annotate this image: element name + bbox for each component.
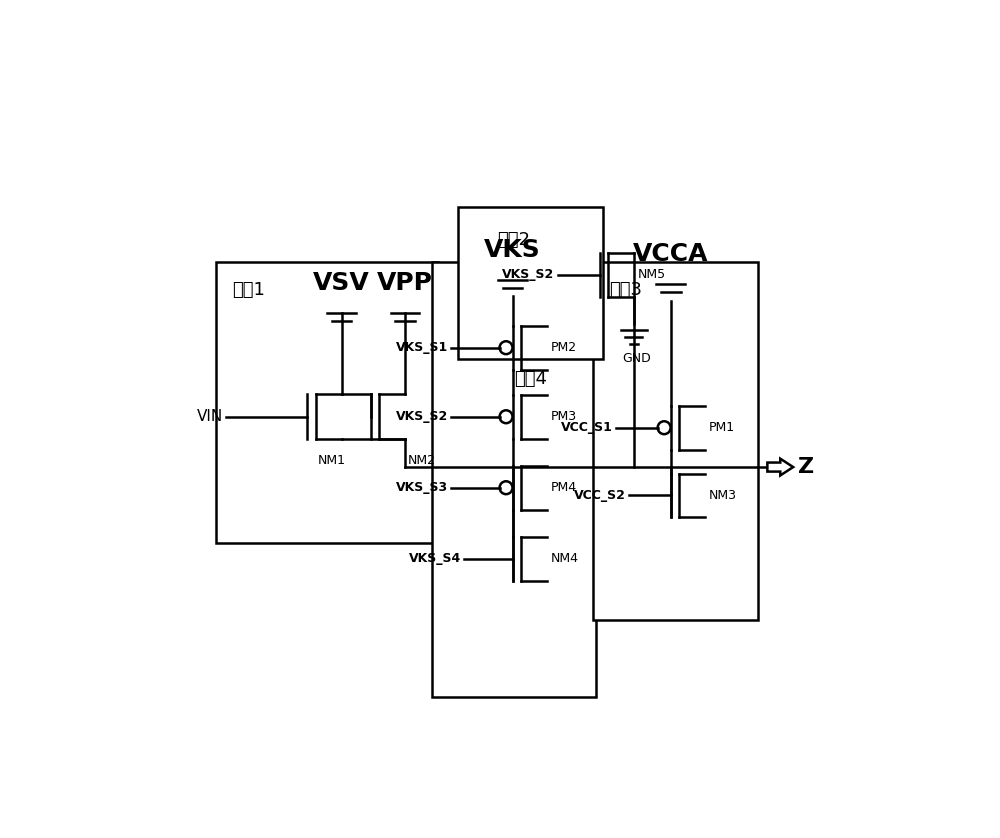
Text: VIN: VIN bbox=[197, 409, 223, 424]
Text: NM4: NM4 bbox=[551, 552, 579, 565]
Text: VKS_S2: VKS_S2 bbox=[396, 411, 448, 423]
Text: PM4: PM4 bbox=[551, 481, 577, 494]
Text: 通路2: 通路2 bbox=[498, 231, 531, 249]
Text: NM3: NM3 bbox=[709, 489, 737, 502]
Bar bbox=[593, 262, 758, 620]
Text: VKS_S3: VKS_S3 bbox=[396, 481, 448, 494]
Text: VCCA: VCCA bbox=[633, 242, 708, 266]
Text: 通路4: 通路4 bbox=[514, 370, 547, 388]
Text: 通路3: 通路3 bbox=[609, 282, 642, 299]
Text: GND: GND bbox=[622, 352, 651, 365]
Text: VKS_S4: VKS_S4 bbox=[409, 552, 461, 565]
Bar bbox=[458, 207, 603, 359]
Text: VKS_S1: VKS_S1 bbox=[396, 341, 448, 354]
Text: PM1: PM1 bbox=[709, 422, 735, 434]
Text: PM3: PM3 bbox=[551, 411, 577, 423]
Text: NM5: NM5 bbox=[638, 268, 666, 282]
Bar bbox=[216, 262, 438, 542]
Text: VCC_S2: VCC_S2 bbox=[574, 489, 625, 502]
Text: VSV: VSV bbox=[313, 272, 370, 296]
Text: VKS_S2: VKS_S2 bbox=[502, 268, 554, 282]
Text: NM1: NM1 bbox=[318, 453, 346, 467]
Text: VCC_S1: VCC_S1 bbox=[561, 422, 613, 434]
FancyArrow shape bbox=[767, 458, 793, 475]
Bar bbox=[432, 262, 596, 697]
Text: 通路1: 通路1 bbox=[232, 282, 265, 299]
Text: Z: Z bbox=[798, 457, 814, 477]
Text: PM2: PM2 bbox=[551, 341, 577, 354]
Text: VKS: VKS bbox=[484, 238, 541, 262]
Text: NM2: NM2 bbox=[408, 453, 436, 467]
Text: VPP: VPP bbox=[377, 272, 433, 296]
